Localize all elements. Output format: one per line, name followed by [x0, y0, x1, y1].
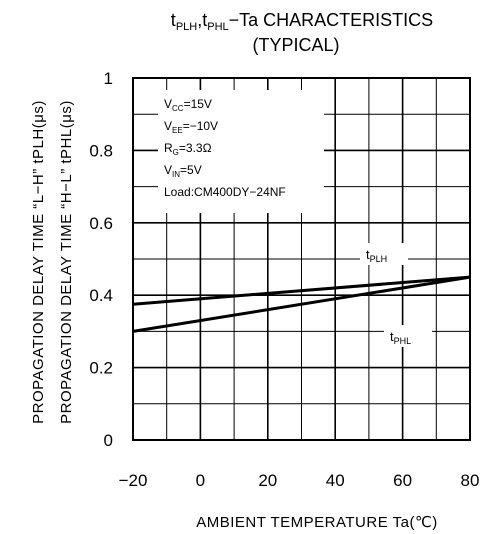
y-tick-label: 1 [104, 69, 113, 88]
x-tick-label: 20 [258, 471, 277, 490]
y-axis-label-2: PROPAGATION DELAY TIME “H−L” tPHL(μs) [58, 100, 75, 424]
label-bg-plh [360, 243, 408, 265]
label-bg-phl [384, 325, 432, 347]
plot-frame [132, 77, 471, 441]
series-line-phl [132, 275, 471, 333]
series-label-phl: tPHL [390, 329, 411, 346]
y-tick-label: 0.2 [89, 359, 113, 378]
condition-line: Load:CM400DY−24NF [164, 185, 286, 199]
condition-line: RG=3.3Ω [164, 141, 212, 157]
x-tick-label: 40 [326, 471, 345, 490]
series-layer [132, 275, 471, 333]
conditions-text: VCC=15V VEE=−10V RG=3.3Ω VIN=5V Load:CM400DY… [164, 97, 286, 199]
x-tick-label: 0 [196, 471, 205, 490]
chart-title-line2: (TYPICAL) [252, 35, 339, 55]
condition-line: VEE=−10V [164, 119, 218, 135]
x-tick-label: −20 [119, 471, 148, 490]
x-tick-label: 60 [393, 471, 412, 490]
y-tick-label: 0.4 [89, 286, 113, 305]
condition-line: VIN=5V [164, 163, 202, 179]
y-tick-label: 0 [104, 431, 113, 450]
y-tick-label: 0.6 [89, 214, 113, 233]
y-tick-labels: 0 0.2 0.4 0.6 0.8 1 [89, 69, 113, 450]
condition-line: VCC=15V [164, 97, 212, 113]
y-axis-label-1: PROPAGATION DELAY TIME “L−H” tPLH(μs) [30, 100, 47, 424]
series-label-plh: tPLH [366, 247, 387, 264]
x-axis-label: AMBIENT TEMPERATURE Ta(℃) [196, 514, 438, 531]
x-tick-labels: −20 0 20 40 60 80 [119, 471, 480, 490]
conditions-box [158, 90, 324, 213]
x-tick-label: 80 [461, 471, 480, 490]
chart-title-line1: tPLH,tPHL−Ta CHARACTERISTICS [171, 10, 433, 33]
series-line-plh [132, 275, 471, 306]
y-tick-label: 0.8 [89, 141, 113, 160]
